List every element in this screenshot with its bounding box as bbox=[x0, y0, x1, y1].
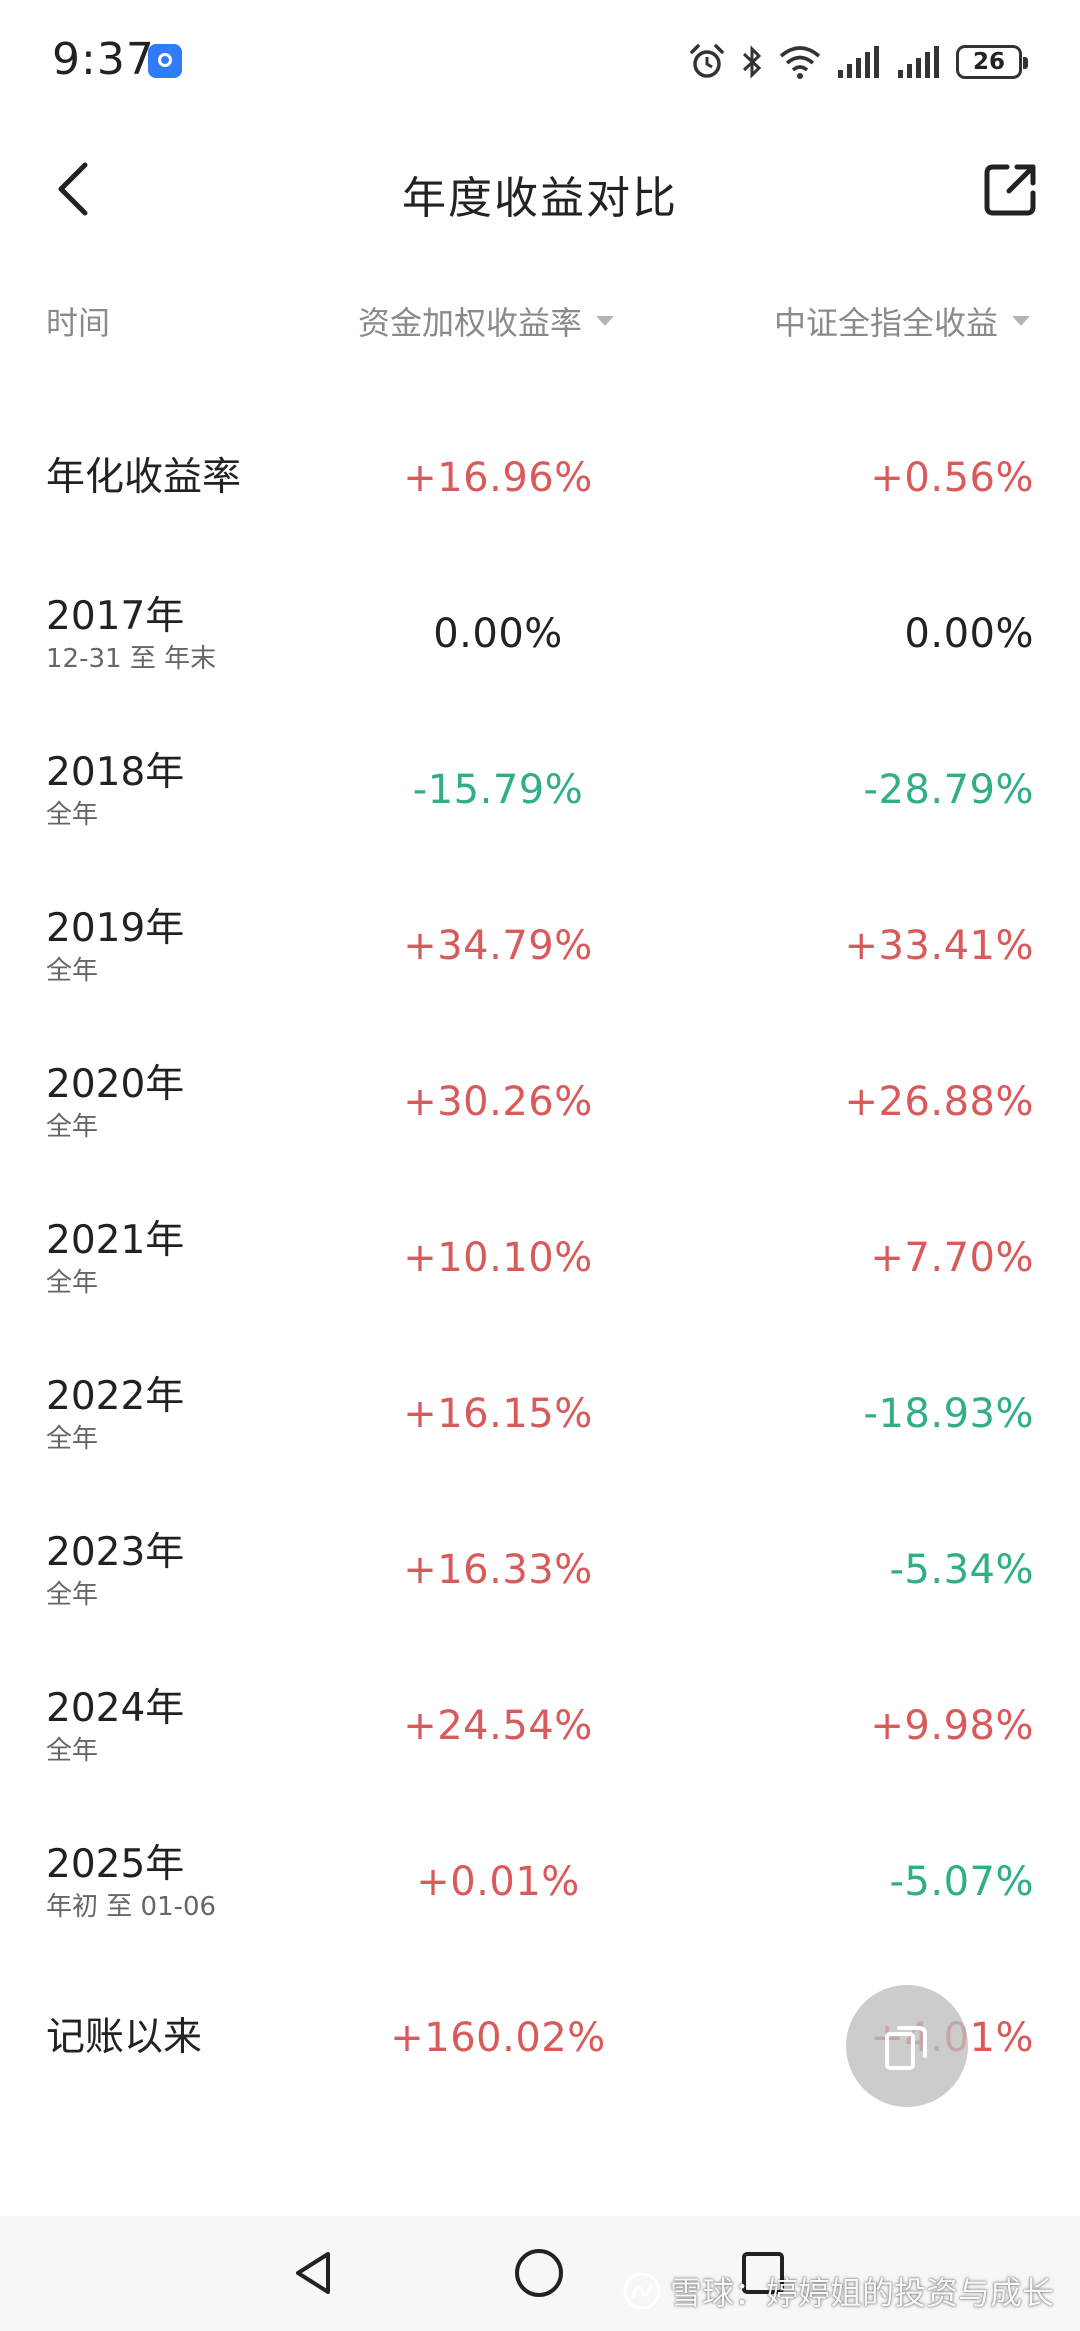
row-weighted-value: -15.79% bbox=[412, 767, 584, 813]
row-index-value: +26.88% bbox=[844, 1079, 1034, 1125]
column-index-sort[interactable]: 中证全指全收益 bbox=[774, 298, 1030, 344]
status-icons: 26 bbox=[688, 40, 1028, 84]
snowball-logo-icon bbox=[623, 2272, 661, 2310]
app-notification-icon bbox=[148, 44, 182, 78]
row-label: 2024年 全年 bbox=[46, 1648, 184, 1804]
navigation-bar bbox=[0, 2216, 1080, 2331]
status-time: 9:37 bbox=[52, 34, 155, 85]
copy-icon bbox=[885, 2026, 927, 2070]
row-label: 2020年 全年 bbox=[46, 1024, 184, 1180]
row-label: 记账以来 bbox=[46, 1960, 202, 2116]
table-row: 2022年 全年 +16.15% -18.93% bbox=[0, 1336, 1080, 1492]
status-bar: 9:37 26 bbox=[0, 0, 1080, 120]
page-title: 年度收益对比 bbox=[402, 173, 678, 224]
bluetooth-icon bbox=[742, 45, 762, 79]
battery-icon: 26 bbox=[956, 45, 1028, 79]
floating-copy-button[interactable] bbox=[846, 1985, 968, 2107]
column-time-label: 时间 bbox=[46, 304, 111, 342]
returns-table: 年化收益率 +16.96% +0.56% 2017年 12-31 至 年末 0.… bbox=[0, 400, 1080, 2116]
row-subtitle: 年初 至 01-06 bbox=[46, 1892, 217, 1922]
row-subtitle: 12-31 至 年末 bbox=[46, 644, 217, 674]
row-label: 2025年 年初 至 01-06 bbox=[46, 1804, 216, 1960]
row-label: 2021年 全年 bbox=[46, 1180, 184, 1336]
row-label: 2019年 全年 bbox=[46, 868, 184, 1024]
nav-back-button[interactable] bbox=[278, 2238, 348, 2308]
row-subtitle: 全年 bbox=[46, 1268, 99, 1298]
column-weighted-sort[interactable]: 资金加权收益率 bbox=[358, 298, 615, 344]
signal-icon-2 bbox=[898, 46, 939, 78]
share-button[interactable] bbox=[976, 154, 1046, 224]
row-title: 2025年 bbox=[46, 1842, 185, 1887]
row-label: 2022年 全年 bbox=[46, 1336, 184, 1492]
alarm-icon bbox=[690, 44, 724, 78]
row-title: 2021年 bbox=[46, 1218, 185, 1263]
row-index-value: -5.34% bbox=[889, 1547, 1034, 1593]
nav-home-button[interactable] bbox=[504, 2238, 574, 2308]
watermark-text: 雪球：婷婷姐的投资与成长 bbox=[669, 2274, 1054, 2312]
row-weighted-value: +160.02% bbox=[390, 2015, 606, 2061]
share-external-icon bbox=[984, 164, 1036, 216]
table-row: 2018年 全年 -15.79% -28.79% bbox=[0, 712, 1080, 868]
row-weighted-value: 0.00% bbox=[433, 611, 563, 657]
row-weighted-value: +24.54% bbox=[403, 1703, 593, 1749]
column-weighted-label: 资金加权收益率 bbox=[358, 304, 583, 342]
table-row: 2020年 全年 +30.26% +26.88% bbox=[0, 1024, 1080, 1180]
row-weighted-value: +10.10% bbox=[403, 1235, 593, 1281]
circle-home-icon bbox=[515, 2249, 563, 2297]
square-recent-icon bbox=[742, 2252, 784, 2294]
watermark: 雪球：婷婷姐的投资与成长 bbox=[622, 2268, 1054, 2314]
row-subtitle: 全年 bbox=[46, 1580, 99, 1610]
row-subtitle: 全年 bbox=[46, 1736, 99, 1766]
row-weighted-value: +16.33% bbox=[403, 1547, 593, 1593]
row-title: 2018年 bbox=[46, 750, 185, 795]
row-title: 2020年 bbox=[46, 1062, 185, 1107]
row-index-value: -28.79% bbox=[863, 767, 1034, 813]
row-subtitle: 全年 bbox=[46, 1424, 99, 1454]
column-header: 时间 资金加权收益率 中证全指全收益 bbox=[0, 298, 1080, 348]
row-label: 年化收益率 bbox=[46, 400, 241, 556]
row-title: 2024年 bbox=[46, 1686, 185, 1731]
table-row: 2023年 全年 +16.33% -5.34% bbox=[0, 1492, 1080, 1648]
header: 年度收益对比 bbox=[0, 140, 1080, 240]
dropdown-triangle-icon bbox=[1012, 316, 1030, 326]
column-index-label: 中证全指全收益 bbox=[773, 304, 998, 342]
row-subtitle: 全年 bbox=[46, 956, 99, 986]
row-subtitle: 全年 bbox=[46, 1112, 99, 1142]
dropdown-triangle-icon bbox=[596, 316, 615, 326]
row-title: 记账以来 bbox=[46, 2015, 203, 2060]
row-index-value: 0.00% bbox=[904, 611, 1034, 657]
table-row: 2021年 全年 +10.10% +7.70% bbox=[0, 1180, 1080, 1336]
row-weighted-value: +30.26% bbox=[403, 1079, 593, 1125]
row-label: 2017年 12-31 至 年末 bbox=[46, 556, 216, 712]
row-title: 2019年 bbox=[46, 906, 185, 951]
row-title: 2023年 bbox=[46, 1530, 185, 1575]
row-index-value: +33.41% bbox=[844, 923, 1034, 969]
row-index-value: +7.70% bbox=[870, 1235, 1034, 1281]
table-row: 年化收益率 +16.96% +0.56% bbox=[0, 400, 1080, 556]
row-index-value: -5.07% bbox=[889, 1859, 1034, 1905]
table-row: 2019年 全年 +34.79% +33.41% bbox=[0, 868, 1080, 1024]
row-weighted-value: +34.79% bbox=[403, 923, 593, 969]
signal-icon-1 bbox=[838, 46, 879, 78]
row-index-value: -18.93% bbox=[863, 1391, 1034, 1437]
row-index-value: +9.98% bbox=[870, 1703, 1034, 1749]
row-weighted-value: +16.15% bbox=[403, 1391, 593, 1437]
triangle-back-icon bbox=[296, 2252, 330, 2294]
chevron-left-icon bbox=[58, 162, 88, 216]
row-title: 年化收益率 bbox=[46, 455, 242, 500]
table-row: 2024年 全年 +24.54% +9.98% bbox=[0, 1648, 1080, 1804]
back-button[interactable] bbox=[38, 154, 108, 224]
table-row: 2025年 年初 至 01-06 +0.01% -5.07% bbox=[0, 1804, 1080, 1960]
row-title: 2022年 bbox=[46, 1374, 185, 1419]
row-label: 2023年 全年 bbox=[46, 1492, 184, 1648]
row-weighted-value: +0.01% bbox=[416, 1859, 580, 1905]
row-title: 2017年 bbox=[46, 594, 185, 639]
row-weighted-value: +16.96% bbox=[403, 455, 593, 501]
nav-recent-button[interactable] bbox=[728, 2238, 798, 2308]
wifi-icon bbox=[779, 46, 821, 79]
row-index-value: +0.56% bbox=[870, 455, 1034, 501]
row-label: 2018年 全年 bbox=[46, 712, 184, 868]
row-subtitle: 全年 bbox=[46, 800, 99, 830]
table-row: 2017年 12-31 至 年末 0.00% 0.00% bbox=[0, 556, 1080, 712]
